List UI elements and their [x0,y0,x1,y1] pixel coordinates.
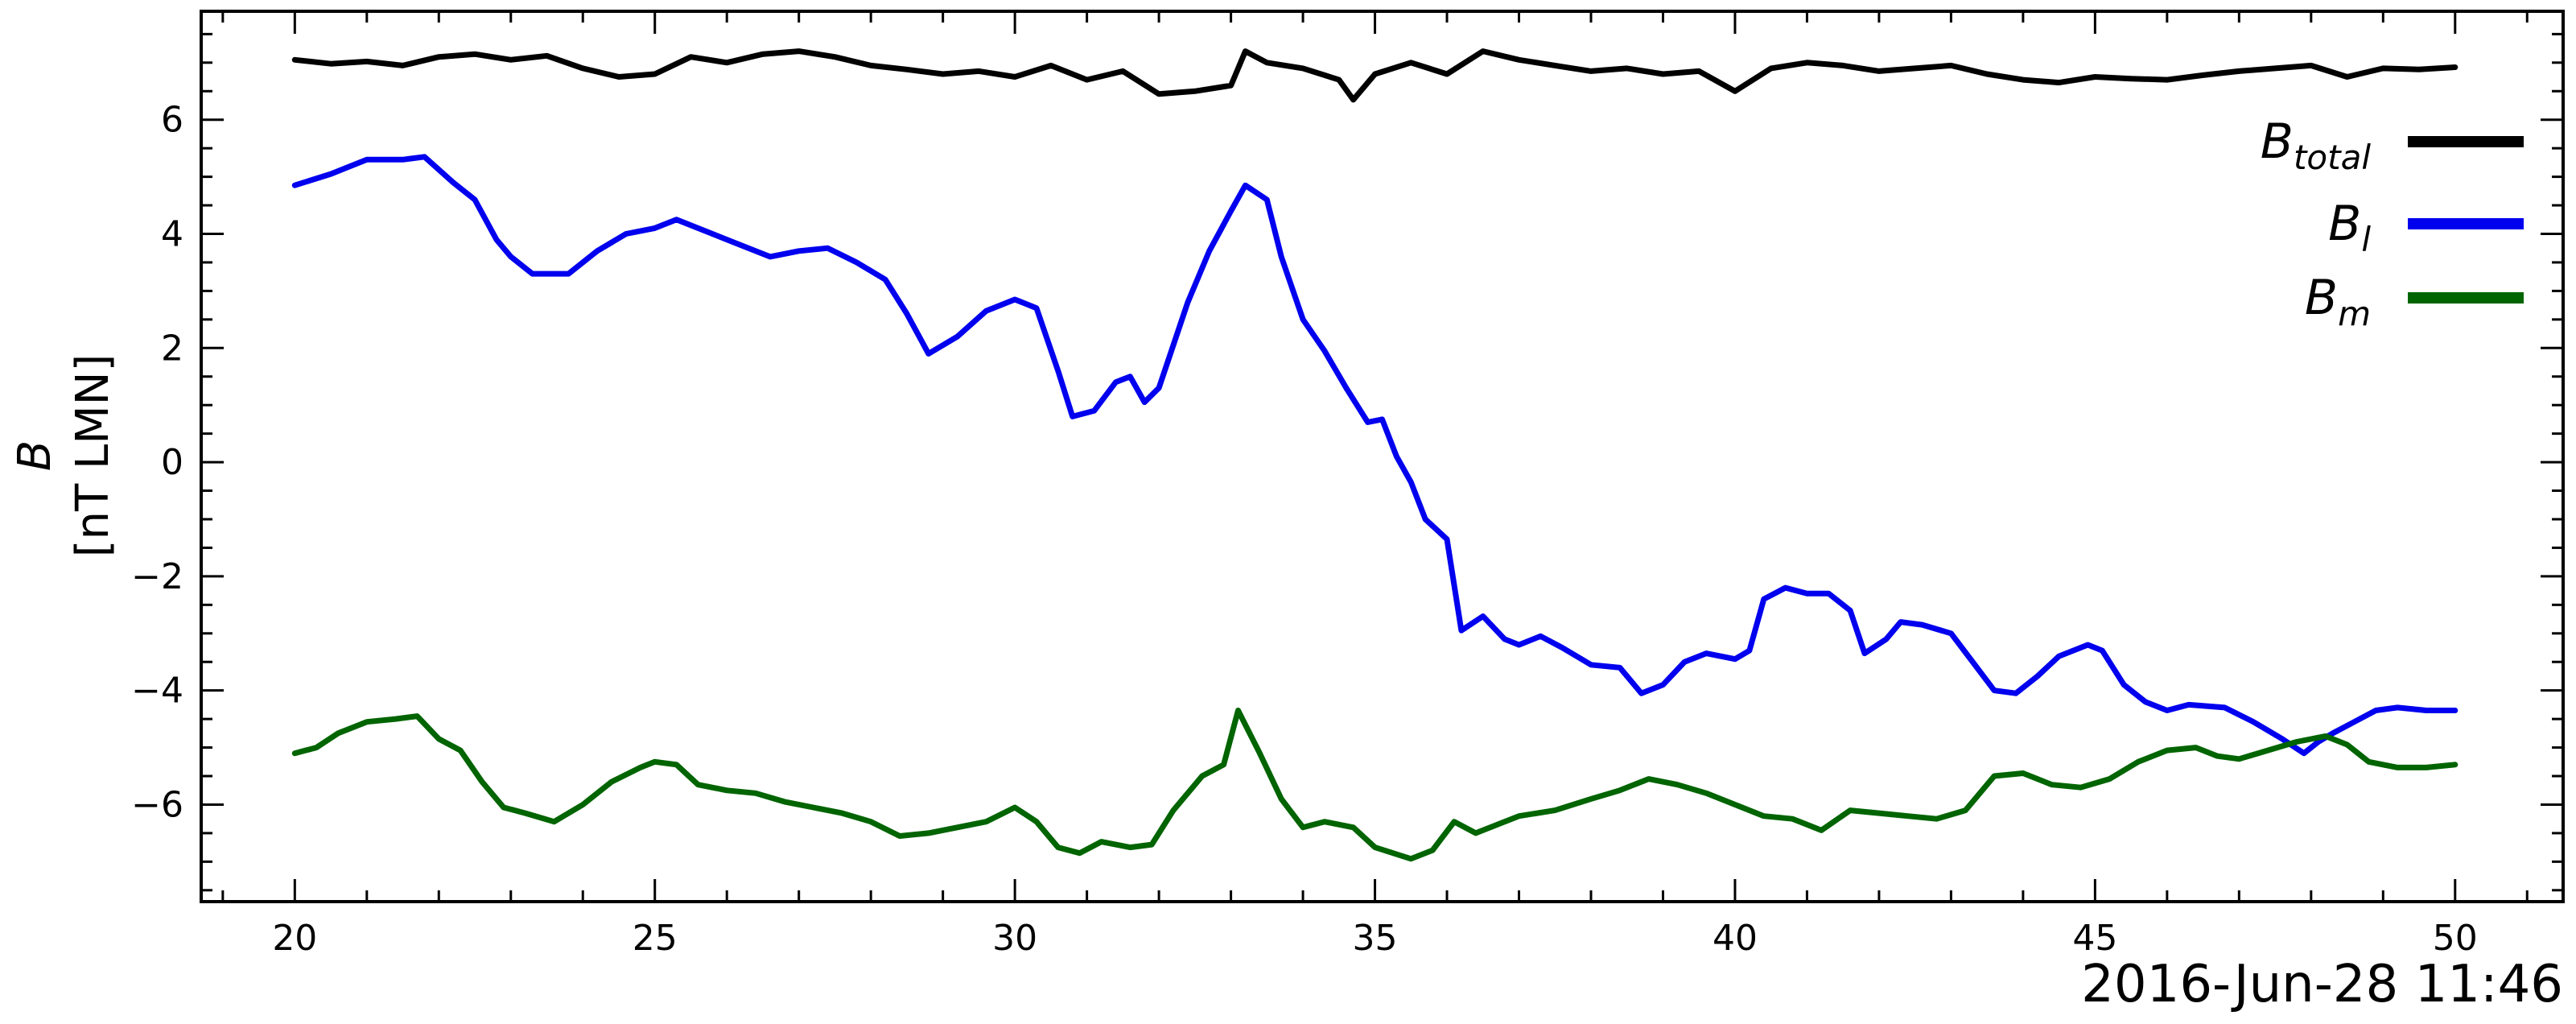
series-line-total [291,48,2459,103]
x-tick-label: 25 [633,918,678,959]
x-tick-label: 50 [2433,918,2478,959]
legend-label-subscript: m [2338,294,2371,333]
x-tick-label: 20 [272,918,317,959]
legend-label-base: B [2328,196,2361,252]
legend-label: Btotal [2261,114,2372,177]
legend-label: Bm [2305,270,2371,333]
legend-label-subscript: l [2361,220,2371,259]
y-axis-label-units: [nT LMN] [67,354,119,558]
series-layer [291,48,2459,862]
x-tick-label: 30 [992,918,1037,959]
plot-frame [200,10,2565,903]
legend-label: Bl [2328,196,2371,259]
x-tick-label: 45 [2072,918,2117,959]
x-tick-label: 35 [1353,918,1398,959]
y-axis-label-symbol: B [9,440,61,471]
series-line-m [291,708,2459,862]
x-tick-label: 40 [1713,918,1758,959]
tick-label-layer: 20 25 30 35 40 45 50 −6 −4 −2 0 2 4 6 [131,100,2478,959]
legend-item-l: Bl [2328,196,2524,259]
legend-item-m: Bm [2305,270,2524,333]
y-tick-label: −6 [131,784,183,825]
y-tick-label: −4 [131,671,183,712]
y-tick-label: 2 [161,328,183,369]
ticks-layer [201,11,2563,902]
y-tick-label: 0 [161,442,183,483]
y-tick-label: −2 [131,556,183,597]
y-tick-label: 4 [161,214,183,255]
y-tick-label: 6 [161,100,183,141]
legend-label-subscript: total [2294,138,2371,177]
legend-label-base: B [2261,114,2294,170]
legend-item-total: Btotal [2261,114,2524,177]
date-label: 2016-Jun-28 11:46 [2081,955,2563,1014]
legend-label-base: B [2305,270,2338,326]
series-line-l [291,154,2459,757]
